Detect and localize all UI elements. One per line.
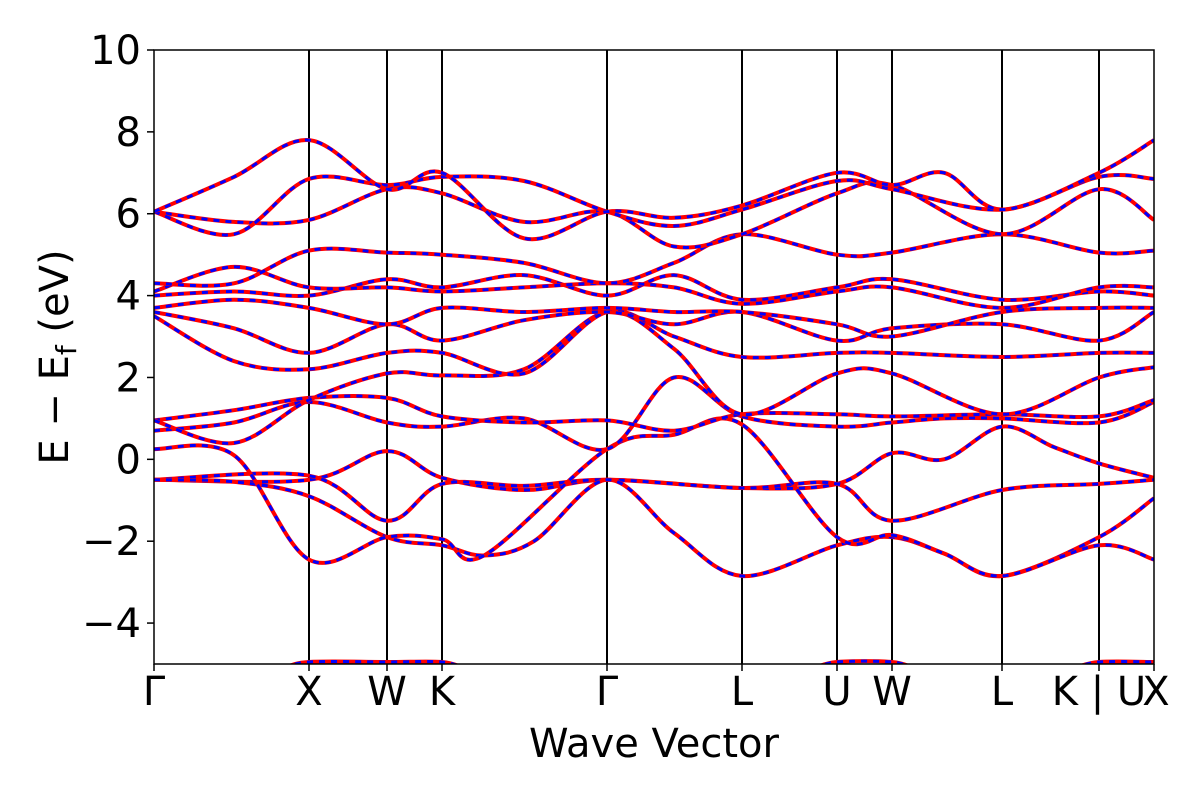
y-axis-label-subscript: f — [50, 344, 83, 355]
x-tick-label: Γ — [143, 669, 166, 715]
band-line — [154, 477, 1154, 579]
x-tick-label: L — [991, 669, 1014, 715]
band-line — [154, 416, 1154, 579]
band-line — [154, 173, 1154, 238]
band-line-dashed — [154, 265, 1154, 310]
y-tick-label: −2 — [82, 519, 141, 565]
band-line-dashed — [154, 309, 1154, 377]
x-tick-label: W — [872, 669, 912, 715]
plot-frame — [153, 49, 1155, 665]
y-tick-label: 0 — [116, 437, 141, 483]
x-tick-label: U — [822, 669, 851, 715]
y-axis-label-main: E − E — [32, 355, 78, 465]
y-axis-label: E − Ef (eV) — [32, 249, 83, 464]
x-tick-label: W — [367, 669, 407, 715]
x-tick-label: K — [429, 669, 457, 715]
x-tick-label: K | U — [1052, 669, 1146, 715]
x-tick-label: L — [731, 669, 754, 715]
band-line-dashed — [154, 471, 1154, 523]
x-tick-label: Γ — [596, 669, 619, 715]
band-line-dashed — [154, 298, 1154, 339]
y-tick-label: 10 — [90, 28, 141, 74]
x-tick-label: X — [1142, 669, 1169, 715]
x-tick-label: X — [295, 669, 322, 715]
band-line-dashed — [1081, 660, 1154, 664]
y-tick-label: 8 — [116, 110, 141, 156]
y-tick-label: 4 — [116, 274, 141, 320]
band-line-dashed — [154, 310, 1154, 355]
band-line-dashed — [154, 273, 1154, 302]
band-line-dashed — [154, 173, 1154, 237]
y-axis-label-unit: (eV) — [32, 249, 78, 345]
bands — [154, 138, 1154, 664]
y-tick-label: 6 — [116, 192, 141, 238]
band-line-dashed — [154, 375, 1154, 452]
x-axis-label: Wave Vector — [529, 721, 780, 767]
band-line-dashed — [154, 138, 1154, 241]
y-tick-label: −4 — [82, 601, 141, 647]
band-line-dashed — [154, 310, 1154, 445]
band-line-dashed — [154, 416, 1154, 578]
band-line-dashed — [820, 659, 908, 664]
y-axis: −4 −2 0 2 4 6 8 10 — [82, 28, 154, 647]
y-tick-label: 2 — [116, 355, 141, 401]
band-line-dashed — [154, 180, 1154, 249]
